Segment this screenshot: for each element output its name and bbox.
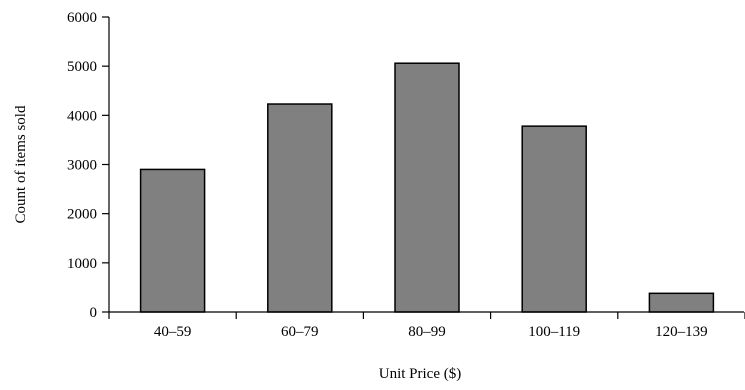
bar-1	[267, 103, 333, 313]
x-axis-label: Unit Price ($)	[379, 366, 461, 382]
bar-3	[521, 125, 587, 313]
x-tick-label-4: 120–139	[655, 324, 708, 340]
x-tick-label-3: 100–119	[528, 324, 580, 340]
x-ticks-group: 40–59 60–79 80–99 100–119 120–139	[108, 312, 745, 340]
y-tick-label-3: 3000	[67, 158, 97, 174]
y-tick-label-2: 2000	[67, 207, 97, 223]
bar-2	[394, 62, 460, 313]
y-ticks-group: 0 1000 2000 3000 4000 5000 6000	[67, 10, 109, 321]
y-axis-label: Count of items sold	[13, 105, 29, 223]
y-tick-label-5: 5000	[67, 59, 97, 75]
bar-4	[648, 292, 715, 313]
y-tick-label-0: 0	[90, 305, 98, 321]
y-tick-label-4: 4000	[67, 108, 97, 124]
y-tick-label-6: 6000	[67, 10, 97, 26]
bars-group	[139, 62, 715, 313]
y-tick-label-1: 1000	[67, 256, 97, 272]
x-tick-label-1: 60–79	[281, 324, 319, 340]
x-tick-label-0: 40–59	[154, 324, 192, 340]
x-tick-label-2: 80–99	[408, 324, 446, 340]
bar-0	[139, 168, 206, 313]
